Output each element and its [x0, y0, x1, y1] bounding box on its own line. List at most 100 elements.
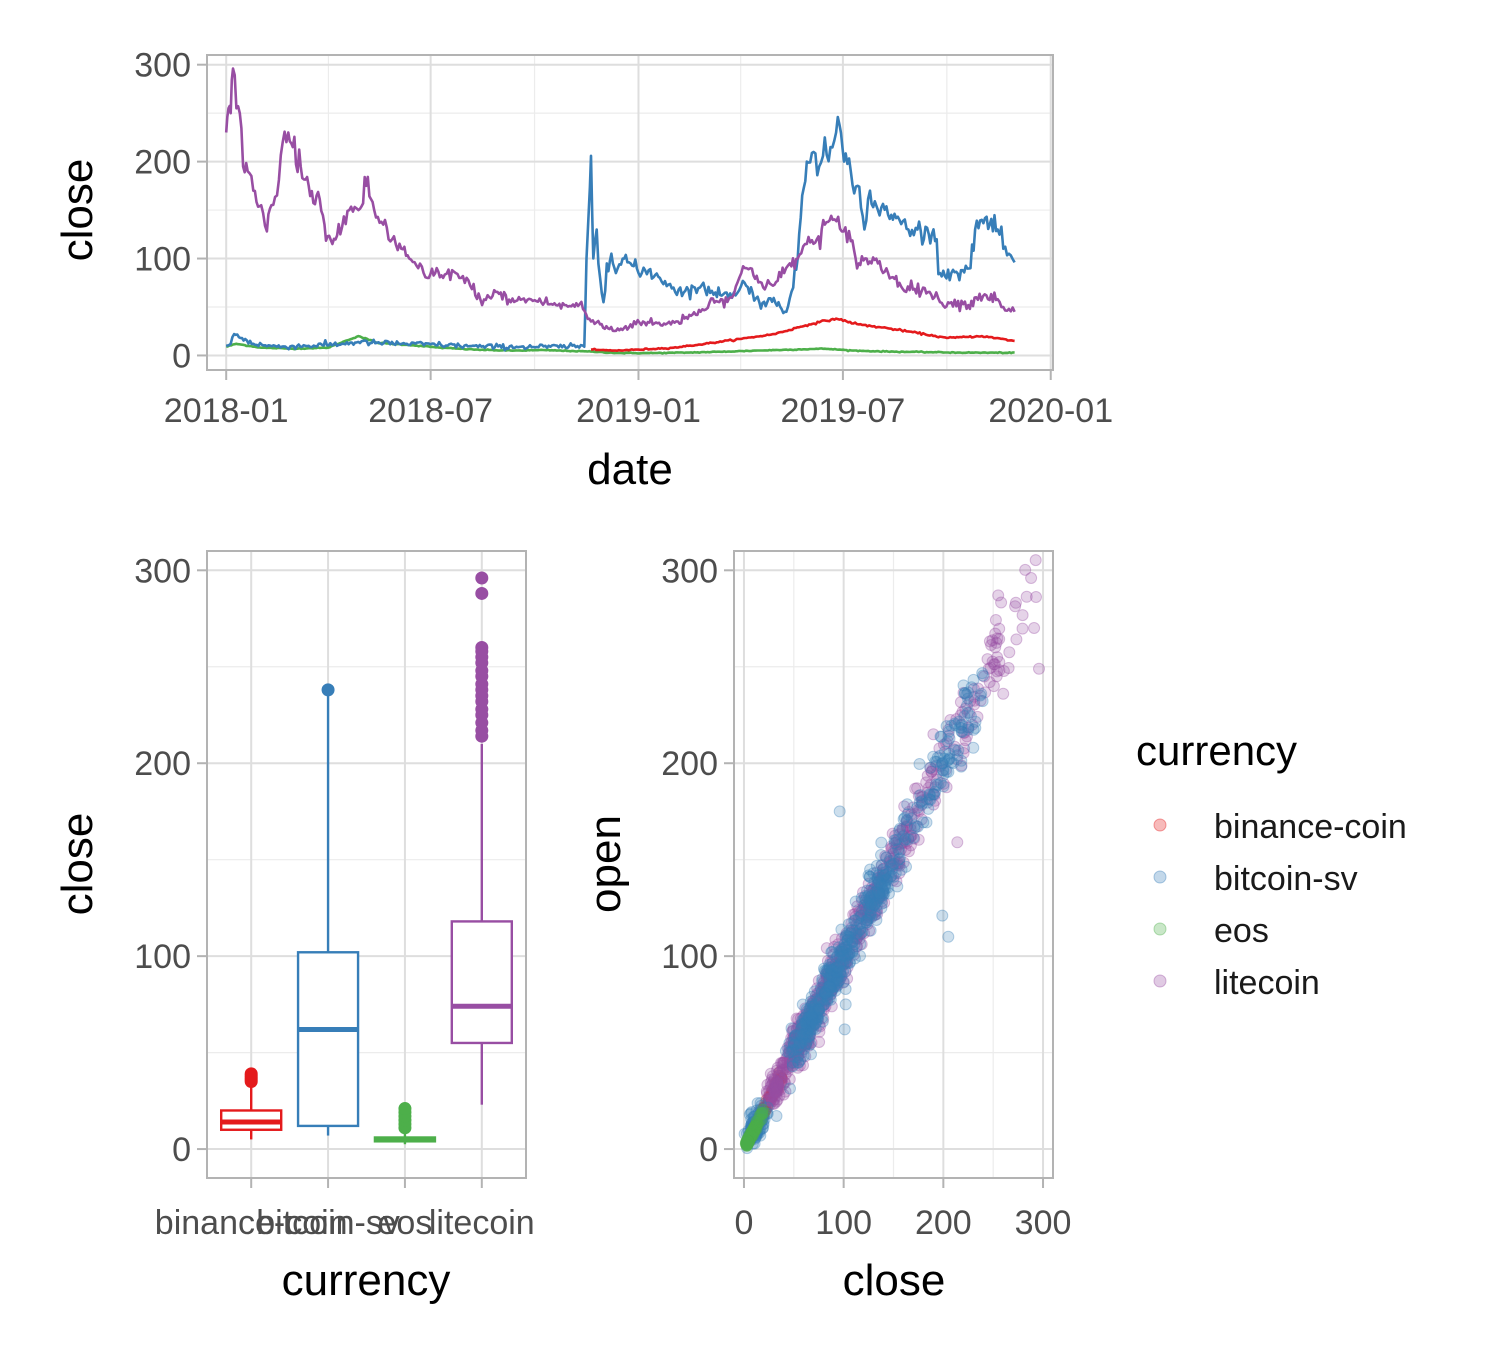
scatter-point-litecoin: [764, 1095, 777, 1107]
scatter-point-litecoin: [824, 975, 837, 988]
scatter-point-bitcoin-sv: [967, 673, 980, 686]
scatter-plot-panel-border: [733, 550, 1054, 1179]
scatter-point-litecoin: [791, 1061, 804, 1074]
scatter-point-bitcoin-sv: [740, 1127, 753, 1140]
scatter-point-eos: [740, 1135, 753, 1148]
scatter-point-litecoin: [825, 974, 838, 987]
scatter-point-eos: [758, 1106, 771, 1119]
scatter-point-litecoin: [805, 1010, 818, 1023]
box-outlier: [398, 1102, 412, 1116]
scatter-point-eos: [744, 1131, 757, 1144]
scatter-point-bitcoin-sv: [808, 1006, 821, 1019]
scatter-point-bitcoin-sv: [831, 961, 843, 973]
scatter-point-litecoin: [1009, 600, 1022, 613]
scatter-point-bitcoin-sv: [741, 1142, 754, 1155]
scatter-point-eos: [742, 1132, 755, 1145]
scatter-point-binance-coin: [743, 1132, 756, 1145]
scatter-point-litecoin: [776, 1057, 788, 1070]
scatter-point-bitcoin-sv: [854, 949, 866, 962]
scatter-point-bitcoin-sv: [745, 1116, 758, 1129]
scatter-point-eos: [743, 1135, 756, 1148]
scatter-point-litecoin: [767, 1097, 780, 1110]
scatter-point-eos: [743, 1132, 756, 1145]
scatter-point-binance-coin: [771, 1080, 784, 1093]
scatter-point-bitcoin-sv: [924, 793, 937, 806]
scatter-point-litecoin: [879, 850, 892, 863]
scatter-point-binance-coin: [757, 1107, 770, 1120]
scatter-point-litecoin: [960, 730, 973, 743]
scatter-point-bitcoin-sv: [770, 1110, 783, 1122]
scatter-point-bitcoin-sv: [937, 780, 950, 793]
scatter-point-litecoin: [822, 984, 835, 997]
scatter-point-bitcoin-sv: [744, 1134, 757, 1147]
scatter-point-eos: [742, 1132, 755, 1145]
scatter-point-litecoin: [997, 687, 1010, 700]
scatter-point-bitcoin-sv: [834, 966, 847, 979]
scatter-point-bitcoin-sv: [843, 924, 856, 937]
scatter-point-eos: [744, 1130, 757, 1142]
scatter-point-litecoin: [764, 1076, 777, 1089]
scatter-point-binance-coin: [773, 1065, 786, 1078]
scatter-point-litecoin: [795, 1037, 808, 1050]
scatter-point-bitcoin-sv: [796, 1032, 809, 1045]
scatter-point-litecoin: [985, 639, 998, 651]
scatter-point-litecoin: [796, 1015, 809, 1028]
scatter-point-eos: [741, 1134, 754, 1147]
scatter-point-eos: [744, 1130, 757, 1143]
scatter-point-eos: [741, 1139, 753, 1152]
box-eos: [373, 1102, 437, 1145]
scatter-point-litecoin: [800, 1038, 813, 1051]
scatter-point-bitcoin-sv: [853, 917, 866, 930]
scatter-point-eos: [748, 1121, 761, 1134]
scatter-point-binance-coin: [758, 1100, 771, 1113]
scatter-point-litecoin: [795, 1047, 808, 1059]
scatter-point-litecoin: [797, 1059, 809, 1072]
scatter-point-litecoin: [813, 986, 826, 999]
scatter-point-litecoin: [817, 977, 830, 990]
box-plot-x-axis-title: currency: [282, 1256, 451, 1305]
line-chart-y-tick-label: 200: [134, 144, 191, 182]
scatter-point-litecoin: [873, 886, 886, 898]
scatter-point-litecoin: [791, 1023, 804, 1036]
scatter-point-bitcoin-sv: [803, 1019, 816, 1032]
scatter-point-litecoin: [800, 1038, 812, 1050]
scatter-point-binance-coin: [757, 1102, 770, 1115]
scatter-point-bitcoin-sv: [863, 894, 876, 907]
scatter-point-bitcoin-sv: [843, 930, 855, 943]
scatter-point-eos: [740, 1136, 753, 1149]
scatter-point-litecoin: [799, 1016, 812, 1029]
scatter-point-litecoin: [794, 1032, 807, 1045]
scatter-point-binance-coin: [769, 1081, 782, 1094]
scatter-point-litecoin: [865, 890, 878, 903]
scatter-point-bitcoin-sv: [832, 975, 845, 988]
scatter-point-litecoin: [887, 874, 900, 887]
scatter-point-bitcoin-sv: [841, 933, 854, 946]
scatter-point-litecoin: [764, 1080, 777, 1093]
scatter-point-bitcoin-sv: [742, 1129, 755, 1142]
scatter-point-bitcoin-sv: [865, 911, 878, 924]
scatter-point-litecoin: [785, 1041, 798, 1053]
scatter-point-bitcoin-sv: [958, 710, 971, 723]
scatter-point-litecoin: [850, 940, 863, 953]
scatter-point-bitcoin-sv: [750, 1129, 763, 1142]
scatter-point-bitcoin-sv: [855, 909, 867, 922]
scatter-point-litecoin: [834, 949, 847, 961]
scatter-point-eos: [750, 1123, 763, 1136]
scatter-point-bitcoin-sv: [872, 869, 885, 882]
scatter-point-litecoin: [902, 806, 915, 818]
scatter-point-litecoin: [884, 855, 897, 868]
scatter-point-bitcoin-sv: [911, 820, 924, 833]
scatter-point-litecoin: [815, 983, 827, 996]
scatter-point-litecoin: [788, 1044, 801, 1057]
scatter-point-litecoin: [933, 742, 946, 755]
scatter-point-litecoin: [983, 676, 996, 689]
scatter-point-eos: [748, 1125, 761, 1138]
scatter-point-bitcoin-sv: [835, 923, 848, 936]
scatter-point-litecoin: [874, 873, 887, 886]
scatter-point-eos: [744, 1131, 757, 1144]
scatter-point-litecoin: [792, 1029, 805, 1042]
scatter-point-bitcoin-sv: [816, 975, 829, 988]
scatter-point-bitcoin-sv: [747, 1128, 760, 1140]
scatter-point-bitcoin-sv: [805, 1015, 818, 1028]
